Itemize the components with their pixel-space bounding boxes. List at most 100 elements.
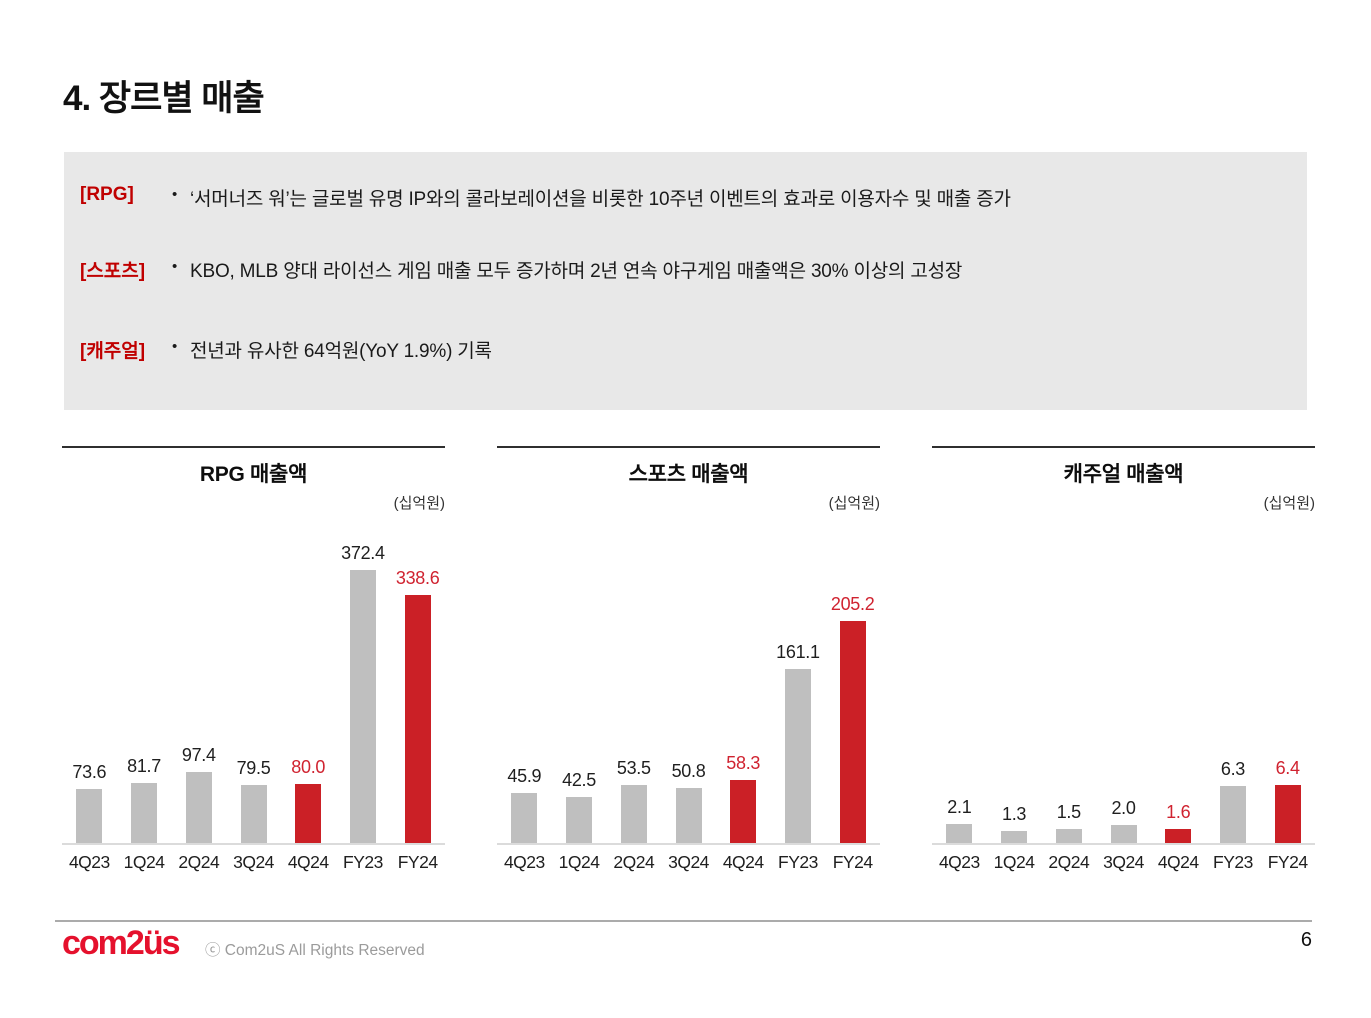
- summary-text-sports: KBO, MLB 양대 라이선스 게임 매출 모두 증가하며 2년 연속 야구게…: [190, 261, 963, 282]
- bar-column: 97.4: [171, 745, 226, 843]
- bar: [620, 785, 647, 843]
- x-axis-label: 3Q24: [668, 852, 709, 872]
- bar: [76, 789, 103, 843]
- bar-column: 1.5: [1041, 802, 1096, 843]
- bar-value-label: 53.5: [616, 758, 651, 779]
- summary-text-rpg: ‘서머너즈 워’는 글로벌 유명 IP와의 콜라보레이션을 비롯한 10주년 이…: [190, 189, 1011, 210]
- bar: [511, 793, 538, 843]
- x-axis-label: 3Q24: [233, 852, 274, 872]
- bar-column: 1.3: [987, 804, 1042, 843]
- bar-value-label: 50.8: [671, 761, 706, 782]
- x-axis-label: FY23: [1213, 852, 1253, 872]
- bar-value-label: 58.3: [726, 753, 761, 773]
- bar-value-label: 6.3: [1220, 758, 1245, 779]
- bar: [1001, 831, 1028, 843]
- bar-value-label: 80.0: [291, 757, 326, 778]
- bar: [185, 771, 212, 843]
- bar-value-label: 6.4: [1275, 758, 1300, 778]
- bar: [946, 824, 973, 843]
- bar-column: 2.1: [932, 797, 987, 843]
- chart-top-rule: [932, 446, 1315, 448]
- bar-value-label: 81.7: [127, 756, 161, 777]
- bar: [349, 570, 376, 843]
- summary-row-rpg: [RPG] • ‘서머너즈 워’는 글로벌 유명 IP와의 콜라보레이션을 비롯…: [80, 184, 1287, 211]
- plot-area: 73.6 81.7 97.4 79.5 80.0 372.4 338.6: [62, 535, 445, 845]
- bar-column: 161.1: [771, 642, 826, 843]
- x-axis-labels: 4Q23 1Q24 2Q24 3Q24 4Q24 FY23 FY24: [62, 852, 445, 873]
- x-axis-label: 4Q24: [287, 852, 329, 872]
- bar: [131, 783, 158, 843]
- x-axis-label: 2Q24: [178, 852, 220, 872]
- bar-highlighted: [295, 784, 322, 843]
- bar-column: 42.5: [552, 770, 607, 843]
- chart-casual-revenue: 캐주얼 매출액 (십억원) 2.1 1.3 1.5 2.0 1.6 6.3 6.4 4Q23…: [932, 446, 1315, 886]
- bar: [240, 784, 267, 843]
- bar-column: 338.6: [390, 568, 445, 843]
- x-axis-labels: 4Q23 1Q24 2Q24 3Q24 4Q24 FY23 FY24: [932, 852, 1315, 873]
- bar: [675, 788, 702, 843]
- bar-column: 50.8: [661, 761, 716, 843]
- bar-column: 80.0: [281, 757, 336, 843]
- bar-value-label: 73.6: [72, 762, 107, 783]
- bar-highlighted: [404, 594, 431, 843]
- x-axis-label: FY24: [832, 852, 873, 872]
- bar-column: 1.6: [1151, 801, 1206, 843]
- bar-highlighted: [1165, 828, 1192, 843]
- x-axis-label: 2Q24: [613, 852, 655, 872]
- x-axis-label: 3Q24: [1103, 852, 1144, 872]
- bar: [1219, 785, 1246, 843]
- x-axis-label: 4Q24: [1157, 852, 1199, 872]
- bar-column: 6.4: [1260, 758, 1315, 843]
- x-axis-label: 1Q24: [123, 852, 165, 872]
- bar-column: 53.5: [606, 758, 661, 843]
- summary-box: [RPG] • ‘서머너즈 워’는 글로벌 유명 IP와의 콜라보레이션을 비롯…: [64, 152, 1307, 410]
- bar-highlighted: [839, 621, 866, 843]
- x-axis-label: FY24: [397, 852, 438, 872]
- genre-bracket-sports: [스포츠]: [80, 261, 146, 282]
- bar-value-label: 372.4: [341, 543, 385, 564]
- bar-highlighted: [730, 780, 757, 843]
- x-axis-label: FY24: [1267, 852, 1308, 872]
- bar-value-label: 338.6: [395, 567, 440, 588]
- x-axis-label: FY23: [778, 852, 818, 872]
- bar-value-label: 1.3: [1002, 804, 1027, 825]
- plot-area: 2.1 1.3 1.5 2.0 1.6 6.3 6.4: [932, 535, 1315, 845]
- bar-value-label: 42.5: [562, 770, 596, 791]
- genre-bracket-rpg: [RPG]: [80, 184, 134, 205]
- x-axis-labels: 4Q23 1Q24 2Q24 3Q24 4Q24 FY23 FY24: [497, 852, 880, 873]
- bar-value-label: 2.0: [1111, 797, 1136, 818]
- bar-value-label: 45.9: [507, 766, 542, 787]
- page-title: 4. 장르별 매출: [63, 79, 265, 118]
- copyright-text: ⓒ Com2uS All Rights Reserved: [205, 942, 425, 959]
- bar-value-label: 161.1: [776, 642, 820, 662]
- genre-bracket-casual: [캐주얼]: [80, 341, 146, 362]
- bullet-icon: •: [172, 186, 178, 203]
- summary-text-casual: 전년과 유사한 64억원(YoY 1.9%) 기록: [190, 341, 492, 362]
- x-axis-label: 2Q24: [1048, 852, 1090, 872]
- bar-column: 73.6: [62, 762, 117, 843]
- x-axis-label: 4Q23: [938, 852, 980, 872]
- x-axis-label: 1Q24: [558, 852, 600, 872]
- x-axis-label: FY23: [343, 852, 383, 872]
- x-axis-label: 4Q24: [722, 852, 764, 872]
- footer-divider: [55, 920, 1312, 922]
- bar-column: 372.4: [336, 543, 391, 843]
- bar-column: 58.3: [716, 753, 771, 843]
- plot-area: 45.9 42.5 53.5 50.8 58.3 161.1 205.2: [497, 535, 880, 845]
- bar-value-label: 1.5: [1056, 802, 1081, 823]
- bar-column: 45.9: [497, 766, 552, 843]
- chart-top-rule: [62, 446, 445, 448]
- bar-value-label: 97.4: [181, 744, 216, 765]
- summary-row-sports: [스포츠] • KBO, MLB 양대 라이선스 게임 매출 모두 증가하며 2…: [80, 256, 1287, 283]
- bullet-icon: •: [172, 338, 178, 355]
- bar-column: 79.5: [226, 758, 281, 843]
- chart-rpg-revenue: RPG 매출액 (십억원) 73.6 81.7 97.4 79.5 80.0 372.4 3…: [62, 446, 445, 886]
- bullet-icon: •: [172, 258, 178, 275]
- summary-row-casual: [캐주얼] • 전년과 유사한 64억원(YoY 1.9%) 기록: [80, 336, 1287, 363]
- bar-highlighted: [1274, 785, 1301, 843]
- chart-title: RPG 매출액: [199, 463, 308, 486]
- bar-value-label: 1.6: [1166, 801, 1191, 822]
- chart-top-rule: [497, 446, 880, 448]
- bar: [1110, 824, 1137, 843]
